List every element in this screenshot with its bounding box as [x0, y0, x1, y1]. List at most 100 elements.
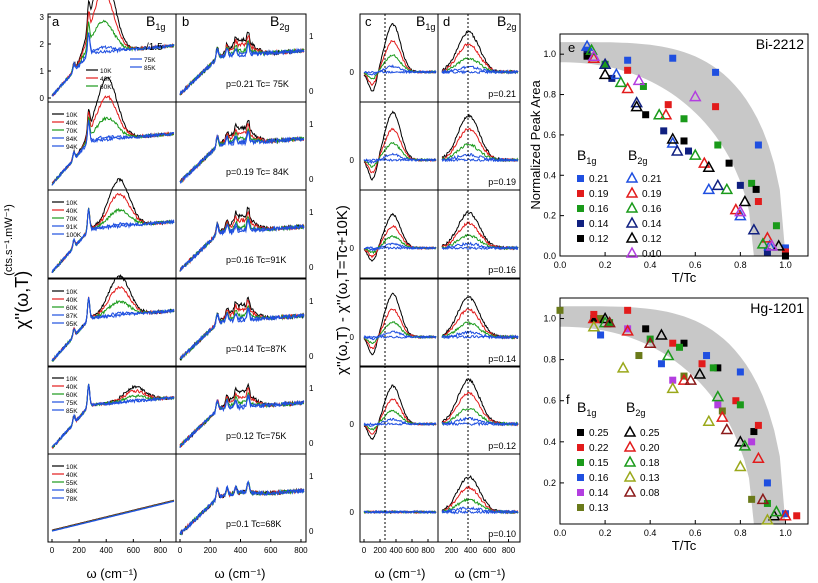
y-tick-label: 0	[350, 333, 355, 342]
panel-c-row-frame	[359, 365, 439, 455]
data-point-triangle	[693, 367, 707, 379]
panel-letter: e	[568, 40, 575, 55]
data-point-square	[597, 331, 605, 339]
y-axis-label: χ''(ω,T) - χ''(ω,T=Tc+10K)	[334, 205, 351, 375]
data-point-triangle	[720, 182, 734, 195]
legend-marker	[623, 455, 637, 467]
data-point-triangle	[630, 100, 643, 112]
legend-label: 0.14	[589, 488, 609, 499]
difference-line	[363, 224, 437, 259]
data-point-triangle	[688, 148, 702, 160]
data-point-triangle	[738, 194, 752, 207]
data-point-square	[781, 244, 789, 252]
data-point-square	[732, 397, 740, 405]
data-point-triangle	[752, 451, 765, 464]
data-point-square	[669, 54, 677, 62]
x-tick-label: 400	[234, 546, 248, 555]
data-point-triangle	[670, 144, 684, 156]
y-tick-label: 1	[40, 67, 45, 76]
difference-line	[363, 54, 437, 80]
y-tick-label: 1	[309, 120, 314, 129]
legend-marker	[577, 444, 584, 451]
data-point-triangle	[765, 239, 779, 251]
legend-label: 10K	[66, 376, 78, 383]
data-point-square	[748, 438, 756, 446]
y-tick-label: 0.4	[543, 170, 556, 180]
data-point-triangle	[616, 361, 630, 373]
legend-label: 60K	[100, 84, 112, 91]
x-axis-label: ω (cm⁻¹)	[87, 566, 138, 581]
difference-line	[441, 69, 519, 75]
panel-letter: b	[182, 14, 189, 29]
data-point-triangle	[643, 336, 657, 348]
legend-label: 70K	[66, 216, 78, 223]
legend-label: 87K	[66, 313, 78, 320]
legend-title: B2g	[626, 399, 645, 418]
y-tick-label: 0.8	[543, 90, 556, 100]
data-point-triangle	[761, 231, 774, 243]
data-point-square	[660, 127, 668, 135]
difference-line	[363, 308, 437, 350]
data-point-triangle	[652, 108, 666, 120]
data-point-square	[680, 115, 688, 123]
confidence-band	[560, 42, 786, 256]
legend-label: 10K	[100, 68, 112, 75]
y-tick-label: 0.0	[543, 251, 556, 261]
data-point-square	[624, 306, 632, 314]
x-tick-label: 0.2	[599, 528, 612, 538]
y-tick-label: 3	[40, 13, 45, 22]
legend-marker	[623, 425, 637, 437]
difference-line	[363, 321, 437, 345]
data-point-square	[712, 103, 720, 111]
data-point-triangle	[587, 49, 601, 61]
data-point-square	[669, 339, 677, 347]
spectrum-line	[179, 218, 305, 272]
legend-label: 0.08	[640, 488, 660, 499]
panel-c-row-frame	[359, 101, 439, 191]
legend-label: 0.12	[642, 234, 662, 245]
legend-label: 0.21	[642, 174, 662, 185]
data-point-triangle	[688, 90, 702, 102]
data-point-triangle	[702, 182, 716, 195]
legend-label: 60K	[66, 305, 78, 312]
legend-label: 0.13	[589, 503, 609, 514]
x-tick-label: 0.6	[689, 528, 702, 538]
legend-label: 0.19	[589, 189, 609, 200]
difference-line	[441, 221, 519, 251]
data-point-triangle	[580, 39, 594, 51]
difference-line	[441, 334, 519, 340]
legend-label: 78K	[66, 496, 78, 503]
y-tick-label: 0	[350, 244, 355, 253]
scale-note: /1.5	[146, 42, 163, 53]
data-point-square	[748, 179, 756, 187]
y-tick-label: 1.0	[543, 49, 556, 59]
x-tick-label: 200	[204, 546, 218, 555]
y-tick-label: 1	[309, 384, 314, 393]
data-point-square	[714, 141, 722, 149]
panel-letter: c	[365, 14, 372, 29]
data-point-square	[736, 368, 744, 376]
difference-line	[441, 321, 519, 340]
panel-title: Hg-1201	[750, 300, 804, 316]
y-tick-label: 0.8	[543, 355, 556, 365]
data-point-square	[703, 352, 711, 360]
spectrum-line	[51, 208, 175, 273]
x-tick-label: 0.6	[689, 260, 702, 270]
data-point-triangle	[761, 513, 774, 525]
data-point-square	[590, 315, 598, 323]
legend-label: 0.16	[642, 204, 662, 215]
x-tick-label: 0.2	[599, 260, 612, 270]
y-tick-label: 0.4	[543, 437, 556, 447]
data-point-square	[763, 479, 771, 487]
data-point-square	[680, 137, 688, 145]
y-tick-label: 0.6	[543, 396, 556, 406]
data-point-triangle	[702, 160, 716, 172]
y-tick-label: 0	[309, 352, 314, 361]
data-point-square	[781, 510, 789, 518]
panel-b-row-frame	[175, 189, 307, 279]
data-point-triangle	[614, 75, 628, 88]
data-point-triangle	[711, 178, 725, 191]
spectrum-line	[51, 298, 175, 362]
legend-label: 70K	[66, 128, 78, 135]
data-point-square	[642, 325, 650, 333]
